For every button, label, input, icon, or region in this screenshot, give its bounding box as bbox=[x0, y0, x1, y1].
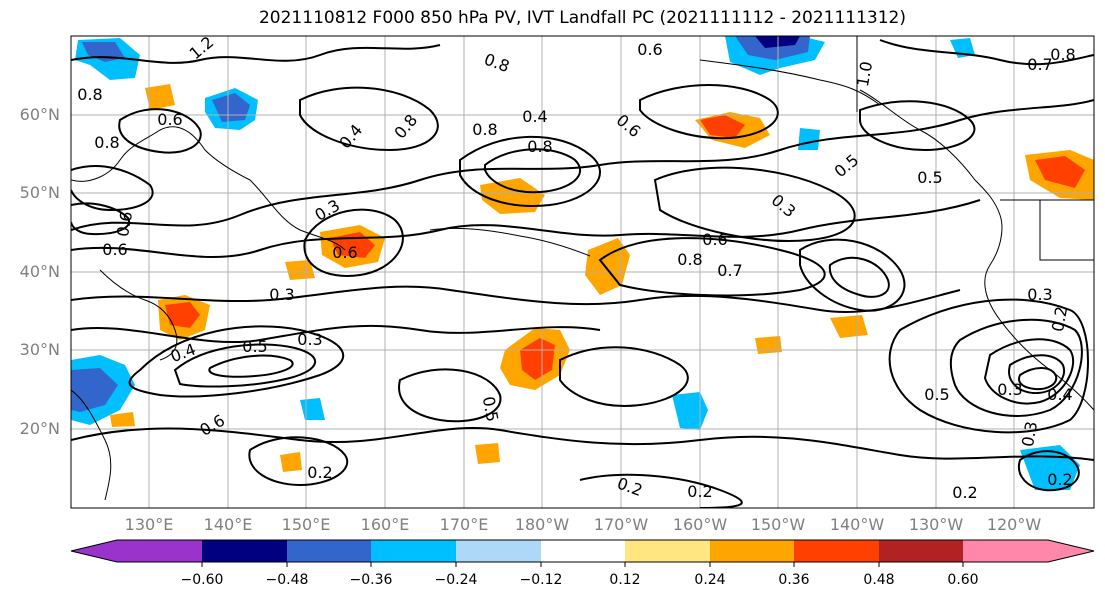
contour-value-label: 0.8 bbox=[1050, 45, 1075, 64]
lat-label-40n: 40°N bbox=[19, 262, 60, 281]
contour-value-label: 0.3 bbox=[269, 285, 294, 304]
contour-value-label: 0.5 bbox=[242, 337, 267, 356]
contour-value-label: 0.5 bbox=[924, 385, 949, 404]
colorbar-tick-label: −0.24 bbox=[434, 572, 478, 588]
colorbar-tick-label: 0.12 bbox=[609, 572, 641, 588]
contour-value-label: 0.8 bbox=[77, 85, 102, 104]
colorbar-tick-label: −0.36 bbox=[349, 572, 393, 588]
contour-value-label: 0.7 bbox=[717, 261, 742, 280]
lon-label-150w: 150°W bbox=[750, 515, 806, 534]
colorbar-tick-label: −0.48 bbox=[265, 572, 309, 588]
map-frame bbox=[70, 35, 1095, 509]
contour-value-label: 0.8 bbox=[94, 133, 119, 152]
lon-label-160w: 160°W bbox=[672, 515, 728, 534]
lon-label-150e: 150°E bbox=[281, 515, 331, 534]
contour-value-label: 0.6 bbox=[113, 210, 136, 238]
ivt-contours bbox=[71, 39, 1094, 508]
map-plot-area bbox=[71, 36, 1094, 508]
lon-label-180w: 180°W bbox=[514, 515, 570, 534]
colorbar-tick-label: −0.60 bbox=[180, 572, 224, 588]
contour-value-label: 0.8 bbox=[472, 120, 497, 139]
contour-value-label: 0.6 bbox=[702, 230, 727, 249]
contour-value-label: 0.8 bbox=[677, 250, 702, 269]
contour-value-label: 0.4 bbox=[522, 107, 547, 126]
contour-value-label: 0.4 bbox=[1047, 385, 1072, 404]
lon-label-140e: 140°E bbox=[203, 515, 253, 534]
map-title: 2021110812 F000 850 hPa PV, IVT Landfall… bbox=[258, 8, 906, 28]
contour-value-label: 0.8 bbox=[527, 137, 552, 156]
colorbar bbox=[70, 539, 1095, 567]
contour-value-label: 0.2 bbox=[307, 463, 332, 482]
lon-label-130w: 130°W bbox=[908, 515, 964, 534]
lon-label-130e: 130°E bbox=[124, 515, 174, 534]
contour-value-label: 0.6 bbox=[102, 240, 127, 259]
colorbar-tick-label: 0.60 bbox=[947, 572, 979, 588]
contour-value-label: 0.6 bbox=[157, 110, 182, 129]
contour-value-label: 0.5 bbox=[917, 168, 942, 187]
colorbar-tick-label: 0.48 bbox=[863, 572, 895, 588]
colorbar-tick-label: 0.24 bbox=[694, 572, 726, 588]
contour-value-label: 0.2 bbox=[687, 482, 712, 501]
grid-lines bbox=[71, 36, 1094, 508]
lon-label-170w: 170°W bbox=[593, 515, 649, 534]
lat-label-20n: 20°N bbox=[19, 419, 60, 438]
lon-label-140w: 140°W bbox=[829, 515, 885, 534]
contour-value-label: 0.3 bbox=[1027, 285, 1052, 304]
colorbar-tick-label: 0.36 bbox=[778, 572, 810, 588]
contour-value-label: 0.3 bbox=[297, 330, 322, 349]
lon-label-170e: 170°E bbox=[439, 515, 489, 534]
contour-value-label: 0.2 bbox=[1047, 470, 1072, 489]
contour-value-label: 0.3 bbox=[1018, 420, 1041, 448]
coastlines bbox=[71, 36, 1094, 501]
contour-value-label: 0.6 bbox=[332, 243, 357, 262]
colorbar-tick-label: −0.12 bbox=[519, 572, 563, 588]
contour-value-label: 0.7 bbox=[1027, 55, 1052, 74]
lon-label-160e: 160°E bbox=[360, 515, 410, 534]
contour-value-label: 0.6 bbox=[637, 40, 662, 59]
contour-value-label: 0.5 bbox=[479, 395, 502, 423]
lat-label-30n: 30°N bbox=[19, 340, 60, 359]
lat-label-50n: 50°N bbox=[19, 183, 60, 202]
contour-value-label: 1.0 bbox=[853, 60, 876, 88]
lat-label-60n: 60°N bbox=[19, 105, 60, 124]
contour-value-label: 0.2 bbox=[952, 483, 977, 502]
lon-label-120w: 120°W bbox=[986, 515, 1042, 534]
contour-value-label: 0.2 bbox=[1048, 305, 1071, 333]
contour-value-label: 0.3 bbox=[997, 380, 1022, 399]
